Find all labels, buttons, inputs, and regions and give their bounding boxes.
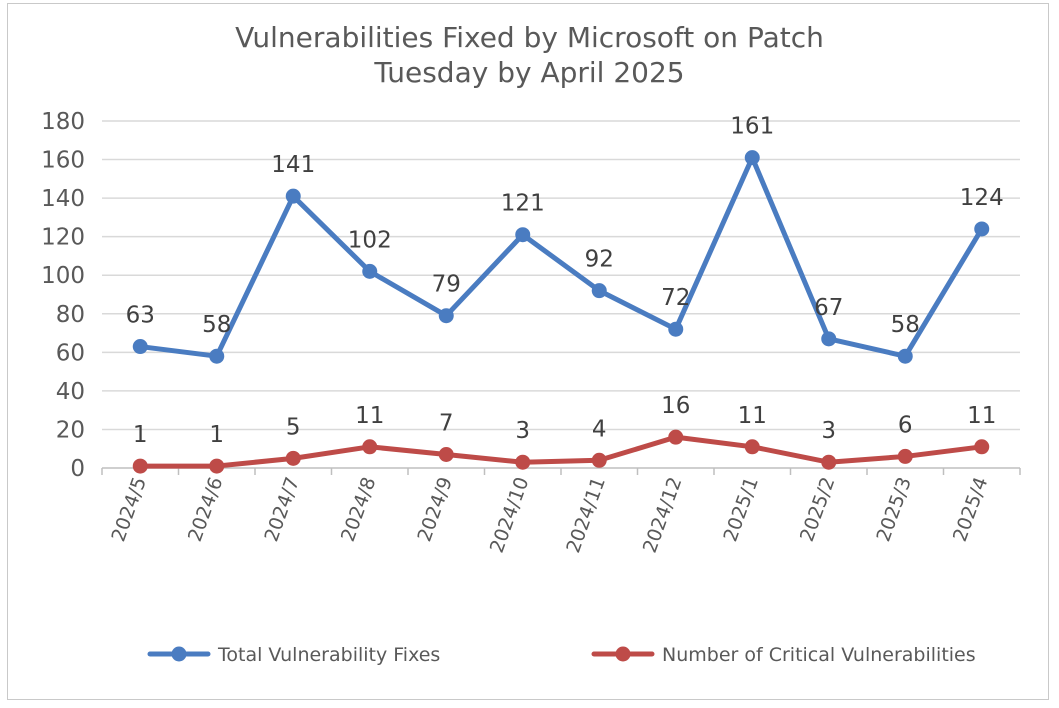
x-tick-label: 2025/4: [949, 474, 993, 544]
data-label: 11: [355, 403, 384, 429]
series-line: [137, 155, 985, 359]
data-point: [668, 321, 684, 337]
data-label: 6: [898, 412, 913, 438]
data-point: [438, 308, 454, 324]
data-label: 79: [432, 272, 461, 298]
x-tick-label: 2024/10: [486, 474, 534, 556]
data-label: 102: [348, 227, 392, 253]
data-point: [897, 448, 913, 464]
x-tick-label: 2024/8: [337, 474, 381, 544]
y-tick-label: 140: [41, 186, 85, 212]
data-label: 121: [501, 191, 545, 217]
data-label: 3: [515, 418, 530, 444]
data-point: [668, 429, 684, 445]
data-point: [362, 439, 378, 455]
x-tick-label: 2024/12: [639, 474, 687, 556]
data-point: [591, 452, 607, 468]
data-label: 58: [202, 312, 231, 338]
data-point: [209, 458, 225, 474]
data-label: 1: [133, 422, 148, 448]
data-point: [285, 450, 301, 466]
x-tick-label: 2024/5: [107, 474, 151, 544]
data-point: [515, 227, 531, 243]
y-tick-label: 0: [70, 456, 85, 482]
chart-title-line2: Tuesday by April 2025: [374, 56, 685, 89]
data-label: 124: [960, 185, 1004, 211]
series-line: [137, 434, 985, 469]
x-tick-label: 2025/2: [796, 474, 840, 544]
x-tick-label: 2024/6: [184, 474, 228, 544]
data-label: 11: [967, 403, 996, 429]
legend-marker: [615, 646, 631, 662]
y-axis: 0 20 40 60 80 100 120 140 160 180: [41, 109, 85, 482]
data-label: 1: [209, 422, 224, 448]
y-tick-label: 120: [41, 225, 85, 251]
data-point: [744, 439, 760, 455]
x-tick-label: 2025/1: [719, 474, 763, 544]
gridlines: [102, 120, 1020, 469]
x-tick-label: 2025/3: [872, 474, 916, 544]
data-label: 16: [661, 393, 690, 419]
data-label: 141: [271, 152, 315, 178]
data-point: [974, 439, 990, 455]
data-label: 5: [286, 414, 301, 440]
legend: Total Vulnerability Fixes Number of Criti…: [147, 644, 976, 666]
data-point: [591, 283, 607, 299]
chart-title: Vulnerabilities Fixed by Microsoft on Pa…: [0, 20, 1059, 90]
y-tick-label: 60: [56, 340, 85, 366]
data-label: 4: [592, 416, 607, 442]
data-point: [285, 188, 301, 204]
data-label: 58: [891, 312, 920, 338]
data-point: [821, 331, 837, 347]
data-point: [362, 263, 378, 279]
legend-marker: [171, 646, 187, 662]
y-tick-label: 80: [56, 302, 85, 328]
y-tick-label: 20: [56, 417, 85, 443]
legend-label: Number of Critical Vulnerabilities: [662, 644, 976, 666]
x-tick-label: 2024/11: [562, 474, 610, 556]
data-point: [974, 221, 990, 237]
data-label: 72: [661, 285, 690, 311]
series-group: [132, 150, 990, 474]
data-label: 67: [814, 295, 843, 321]
chart-title-line1: Vulnerabilities Fixed by Microsoft on Pa…: [235, 21, 824, 54]
y-tick-label: 100: [41, 263, 85, 289]
y-tick-label: 40: [56, 379, 85, 405]
data-point: [438, 447, 454, 463]
y-tick-label: 180: [41, 109, 85, 135]
data-point: [744, 150, 760, 166]
data-point: [132, 458, 148, 474]
data-point: [515, 454, 531, 470]
data-label: 92: [585, 247, 614, 273]
x-tick-label: 2024/7: [260, 474, 304, 544]
data-point: [209, 348, 225, 364]
data-label: 3: [821, 418, 836, 444]
y-tick-label: 160: [41, 148, 85, 174]
data-point: [132, 339, 148, 355]
x-tick-label: 2024/9: [413, 474, 457, 544]
x-axis: 2024/5 2024/6 2024/7 2024/8 2024/9 2024/10 202…: [101, 468, 1021, 556]
data-label: 161: [730, 114, 774, 140]
data-label: 7: [439, 411, 454, 437]
data-label: 11: [738, 403, 767, 429]
data-point: [821, 454, 837, 470]
data-point: [897, 348, 913, 364]
data-label: 63: [126, 303, 155, 329]
legend-label: Total Vulnerability Fixes: [217, 644, 440, 666]
